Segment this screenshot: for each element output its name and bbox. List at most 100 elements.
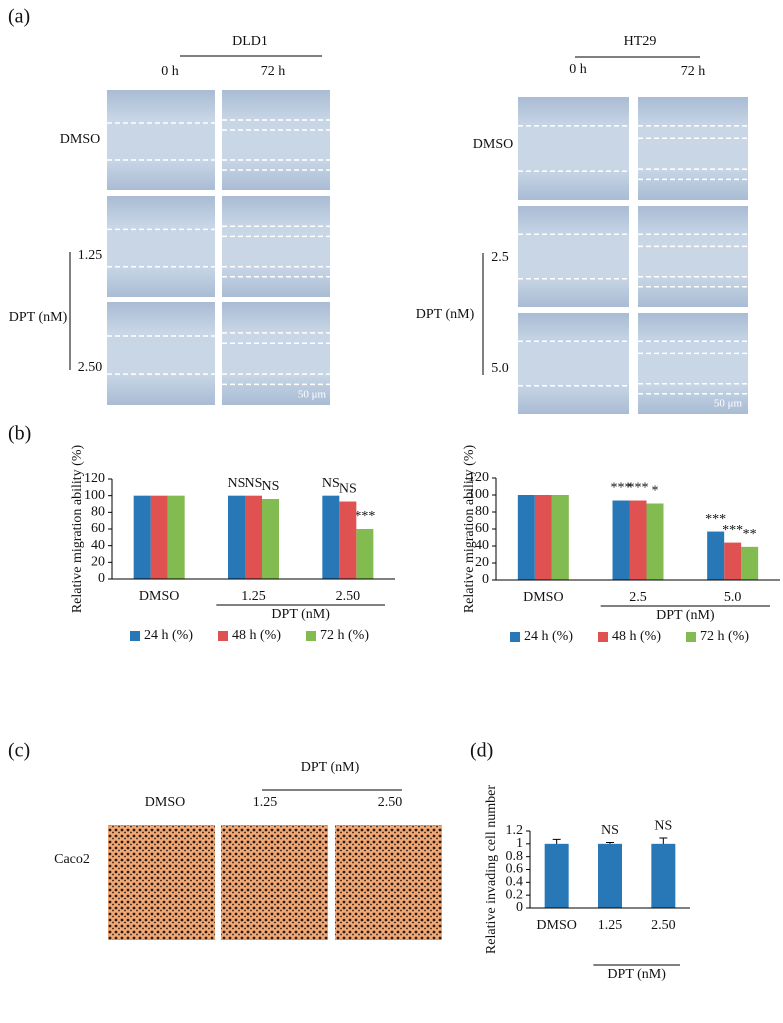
panel-c: (c) DPT (nM) DMSO 1.25 2.50 Caco2 [8, 740, 402, 868]
panel-label: (c) [8, 740, 30, 762]
legend-swatch [130, 631, 140, 641]
y-tick-label: 1 [516, 836, 523, 851]
y-tick-label: 120 [468, 470, 489, 485]
y-tick-label: 60 [475, 521, 489, 536]
dose-label: 2.5 [491, 250, 509, 265]
legend-swatch [510, 632, 520, 642]
scale-bar: 50 μm [714, 398, 743, 410]
y-tick-label: 0 [98, 571, 105, 586]
legend-swatch [306, 631, 316, 641]
images [107, 90, 748, 940]
group-label: DPT (nM) [271, 607, 330, 622]
micrograph [638, 97, 748, 200]
dose-title: DPT (nM) [416, 307, 475, 322]
row-label: Caco2 [54, 852, 90, 867]
y-axis-label: Relative invading cell number [484, 785, 499, 954]
x-tick-label: 2.50 [651, 918, 676, 933]
micrograph [638, 313, 748, 414]
bar [517, 495, 535, 580]
panel-a-right: HT29 0 h 72 h DMSO 2.5 5.0 DPT (nM) 50 μ… [416, 34, 743, 409]
legend-label: 72 h (%) [320, 628, 369, 643]
legend-label: 24 h (%) [144, 628, 193, 643]
y-tick-label: 100 [468, 487, 489, 502]
bar [651, 843, 676, 908]
micrograph [108, 825, 215, 940]
micrograph [222, 90, 330, 190]
bar [646, 503, 664, 580]
micrograph [107, 302, 215, 405]
bar [612, 500, 630, 580]
significance: * [652, 484, 659, 499]
x-tick-label: 1.25 [598, 918, 623, 933]
bar [245, 495, 262, 579]
group-label: DPT (nM) [607, 967, 666, 982]
legend-swatch [598, 632, 608, 642]
micrograph [518, 313, 629, 414]
y-tick-label: 100 [84, 488, 105, 503]
y-tick-label: 0 [482, 572, 489, 587]
scale-bar: 50 μm [298, 389, 327, 401]
significance: NS [228, 476, 246, 491]
dose-title: DPT (nM) [9, 310, 68, 325]
significance: *** [611, 481, 632, 496]
x-tick-label: 1.25 [241, 589, 266, 604]
column-label: 2.50 [378, 795, 403, 810]
significance: *** [354, 509, 375, 524]
significance: NS [654, 818, 672, 833]
dose-label: 1.25 [78, 248, 103, 263]
y-tick-label: 80 [475, 504, 489, 519]
micrograph [221, 825, 328, 940]
column-label: 1.25 [253, 795, 278, 810]
legend-swatch [686, 632, 696, 642]
bar [598, 843, 622, 908]
x-tick-label: DMSO [536, 918, 576, 933]
micrograph [107, 90, 215, 190]
bar [322, 495, 340, 579]
bar [133, 495, 151, 579]
y-tick-label: 40 [475, 538, 489, 553]
micrograph [335, 825, 442, 940]
significance: *** [722, 523, 743, 538]
bar [262, 499, 279, 579]
significance: NS [262, 479, 280, 494]
y-tick-label: 60 [91, 521, 105, 536]
micrograph [518, 97, 629, 200]
row-label: DMSO [60, 132, 100, 147]
micrograph [107, 196, 215, 297]
significance: *** [628, 481, 649, 496]
y-tick-label: 20 [91, 555, 105, 570]
bar [544, 843, 569, 908]
panel-label: (d) [470, 740, 493, 762]
micrograph [518, 206, 629, 307]
time-label: 0 h [569, 62, 587, 77]
y-tick-label: 120 [84, 471, 105, 486]
micrograph [638, 206, 748, 307]
bar [741, 546, 759, 580]
bar [150, 495, 168, 579]
y-tick-label: 0.8 [506, 849, 524, 864]
legend-swatch [218, 631, 228, 641]
significance: NS [601, 823, 619, 838]
legend-label: 72 h (%) [700, 629, 749, 644]
y-tick-label: 0.6 [506, 862, 524, 877]
significance: NS [245, 476, 263, 491]
x-tick-label: 5.0 [724, 590, 742, 605]
dose-title: DPT (nM) [301, 760, 360, 775]
dose-label: 2.50 [78, 360, 103, 375]
y-tick-label: 20 [475, 555, 489, 570]
row-label: DMSO [473, 137, 513, 152]
bar [356, 529, 374, 579]
bar [339, 501, 357, 579]
micrograph [222, 196, 330, 297]
legend-label: 24 h (%) [524, 629, 573, 644]
y-tick-label: 80 [91, 505, 105, 520]
bar [724, 542, 742, 580]
bar [534, 495, 552, 580]
significance: NS [322, 476, 340, 491]
significance: NS [339, 482, 357, 497]
x-tick-label: 2.50 [336, 589, 361, 604]
dose-label: 5.0 [491, 361, 509, 376]
group-label: DPT (nM) [656, 608, 715, 623]
time-label: 72 h [681, 64, 706, 79]
time-label: 72 h [261, 64, 286, 79]
